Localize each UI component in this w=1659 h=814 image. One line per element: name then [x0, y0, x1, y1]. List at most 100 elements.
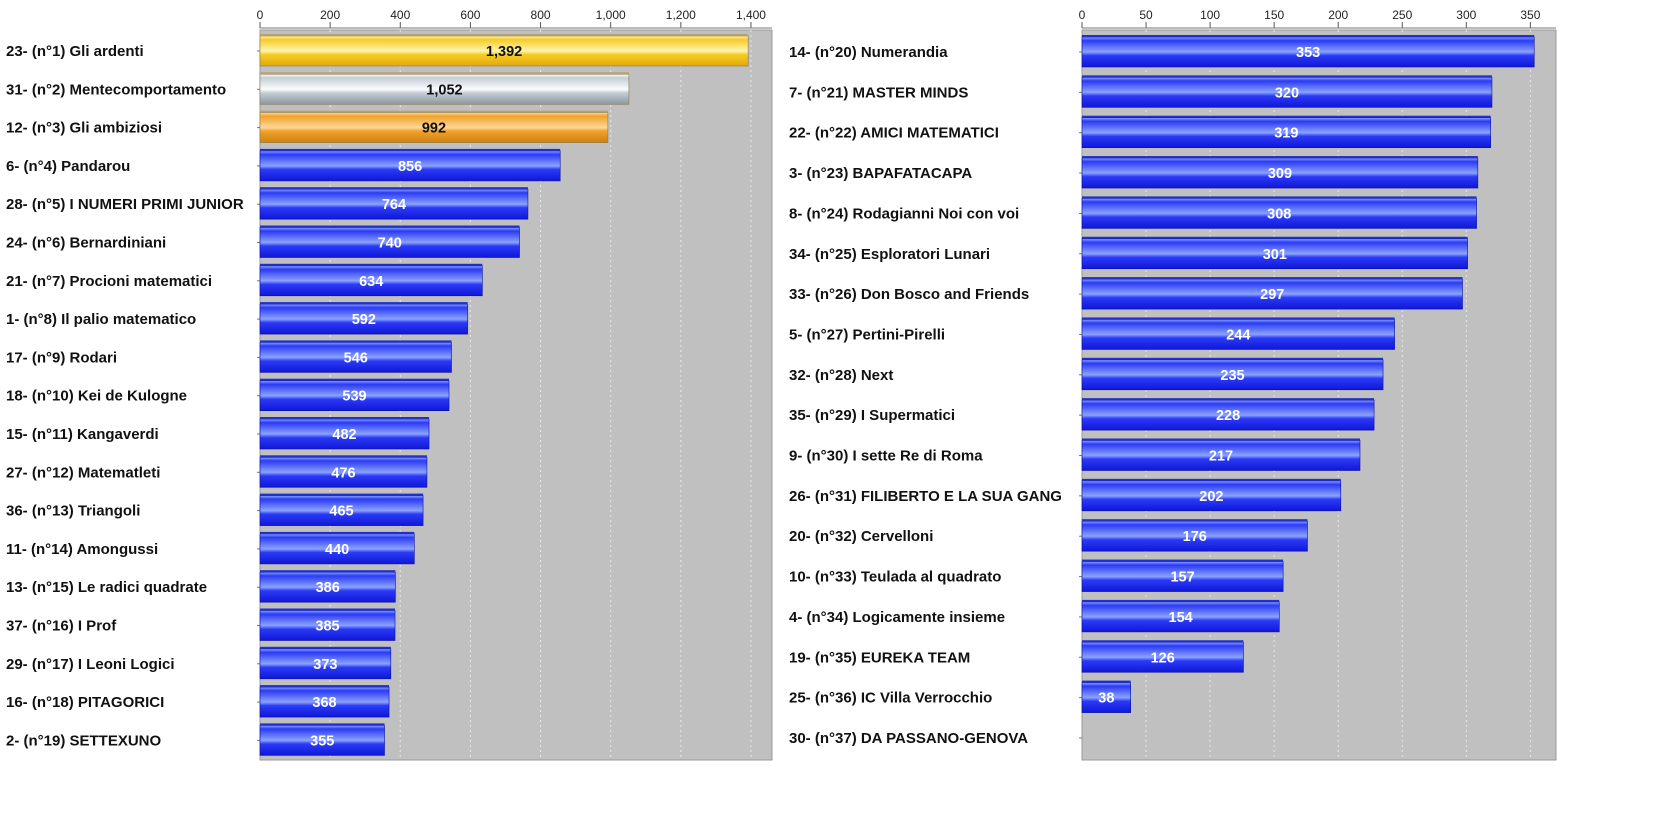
value-label: 1,052	[426, 82, 462, 98]
value-label: 202	[1199, 489, 1223, 505]
left-bar-chart: 0 200 400 600 800 1,000 1,200 1,400 23- (n°1) Gl…	[6, 8, 773, 761]
bar	[1081, 157, 1479, 189]
value-label: 386	[316, 580, 340, 596]
bar	[1081, 399, 1375, 431]
bar-edge	[260, 148, 561, 151]
tick-label: 0	[257, 8, 264, 22]
value-label: 1,392	[486, 44, 522, 60]
bar	[259, 74, 630, 105]
category-label: 9- (n°30) I sette Re di Roma	[789, 448, 983, 465]
bar	[259, 533, 415, 565]
bar	[259, 495, 424, 526]
tick-label: 250	[1392, 8, 1412, 22]
category-label: 37- (n°16) I Prof	[6, 618, 117, 635]
bar-edge	[1082, 640, 1244, 643]
category-label: 30- (n°37) DA PASSANO-GENOVA	[789, 730, 1028, 747]
bar-edge	[1082, 75, 1492, 78]
value-label: 740	[378, 236, 402, 252]
plot-area	[1081, 29, 1557, 761]
bar-edge	[1082, 559, 1284, 562]
bar-edge	[260, 110, 608, 113]
value-label: 126	[1151, 650, 1175, 666]
bar-edge	[1082, 357, 1384, 360]
bar	[259, 380, 450, 412]
bar	[1081, 520, 1308, 552]
category-label: 25- (n°36) IC Villa Verrocchio	[789, 690, 992, 707]
bar-edge	[1082, 438, 1360, 441]
category-label: 35- (n°29) I Supermatici	[789, 407, 955, 424]
category-label: 29- (n°17) I Leoni Logici	[6, 656, 175, 673]
value-label: 297	[1260, 287, 1284, 303]
bar-edge	[1082, 196, 1477, 199]
value-label: 308	[1267, 206, 1291, 222]
category-label: 14- (n°20) Numerandia	[789, 44, 948, 61]
bar	[1081, 561, 1284, 592]
bar	[259, 571, 396, 603]
bar-edge	[260, 455, 427, 458]
tick-label: 1,200	[666, 8, 696, 22]
bar	[259, 227, 520, 258]
value-label: 355	[310, 733, 334, 749]
bar	[259, 725, 385, 756]
bar-edge	[1082, 35, 1535, 37]
category-label: 31- (n°2) Mentecomportamento	[6, 81, 226, 98]
bar-edge	[260, 378, 450, 381]
category-label: 28- (n°5) I NUMERI PRIMI JUNIOR	[6, 196, 244, 213]
tick-label: 1,400	[736, 8, 766, 22]
bar-edge	[260, 34, 749, 36]
category-label: 1- (n°8) Il palio matematico	[6, 311, 196, 328]
bar-edge	[1082, 156, 1478, 159]
category-label: 11- (n°14) Amongussi	[6, 541, 158, 558]
tick-label: 200	[1328, 8, 1348, 22]
bar-edge	[1082, 317, 1395, 320]
category-label: 20- (n°32) Cervelloni	[789, 528, 933, 545]
tick-label: 400	[390, 8, 410, 22]
category-label: 16- (n°18) PITAGORICI	[6, 694, 164, 711]
value-label: 764	[382, 197, 406, 213]
bar-edge	[1082, 519, 1308, 522]
bar-edge	[260, 646, 391, 649]
bar	[259, 610, 396, 641]
bar	[259, 342, 452, 373]
tick-label: 150	[1264, 8, 1284, 22]
category-label: 36- (n°13) Triangoli	[6, 503, 140, 520]
bar-edge	[260, 531, 415, 534]
bar	[1081, 480, 1342, 512]
bar-edge	[260, 608, 396, 611]
category-label: 27- (n°12) Matematleti	[6, 464, 160, 481]
category-label: 12- (n°3) Gli ambiziosi	[6, 120, 162, 137]
value-label: 244	[1226, 327, 1250, 343]
bar-edge	[260, 570, 396, 573]
bar	[1081, 682, 1131, 713]
tick-label: 350	[1520, 8, 1540, 22]
category-label: 24- (n°6) Bernardiniani	[6, 235, 166, 252]
value-label: 482	[332, 427, 356, 443]
bar-edge	[260, 187, 528, 190]
category-label: 13- (n°15) Le radici quadrate	[6, 579, 207, 596]
bar-edge	[260, 493, 424, 496]
tick-label: 50	[1139, 8, 1153, 22]
bar-edge	[260, 723, 385, 726]
value-label: 368	[312, 695, 336, 711]
bar-edge	[1082, 398, 1375, 401]
category-label: 7- (n°21) MASTER MINDS	[789, 84, 968, 101]
bar-edge	[260, 340, 452, 343]
value-label: 634	[359, 274, 383, 290]
category-label: 17- (n°9) Rodari	[6, 349, 117, 366]
category-label: 10- (n°33) Teulada al quadrato	[789, 569, 1001, 586]
category-label: 26- (n°31) FILIBERTO E LA SUA GANG	[789, 488, 1062, 505]
value-label: 373	[313, 657, 337, 673]
value-label: 385	[315, 619, 339, 635]
value-label: 235	[1220, 368, 1244, 384]
value-label: 38	[1098, 691, 1114, 707]
value-label: 217	[1209, 449, 1233, 465]
bar	[259, 418, 430, 450]
bar	[1081, 77, 1493, 108]
bar-edge	[1082, 115, 1491, 118]
tick-label: 100	[1200, 8, 1220, 22]
bar	[1081, 319, 1395, 350]
category-label: 32- (n°28) Next	[789, 367, 893, 384]
tick-label: 800	[531, 8, 551, 22]
value-label: 546	[344, 350, 368, 366]
tick-label: 300	[1456, 8, 1476, 22]
